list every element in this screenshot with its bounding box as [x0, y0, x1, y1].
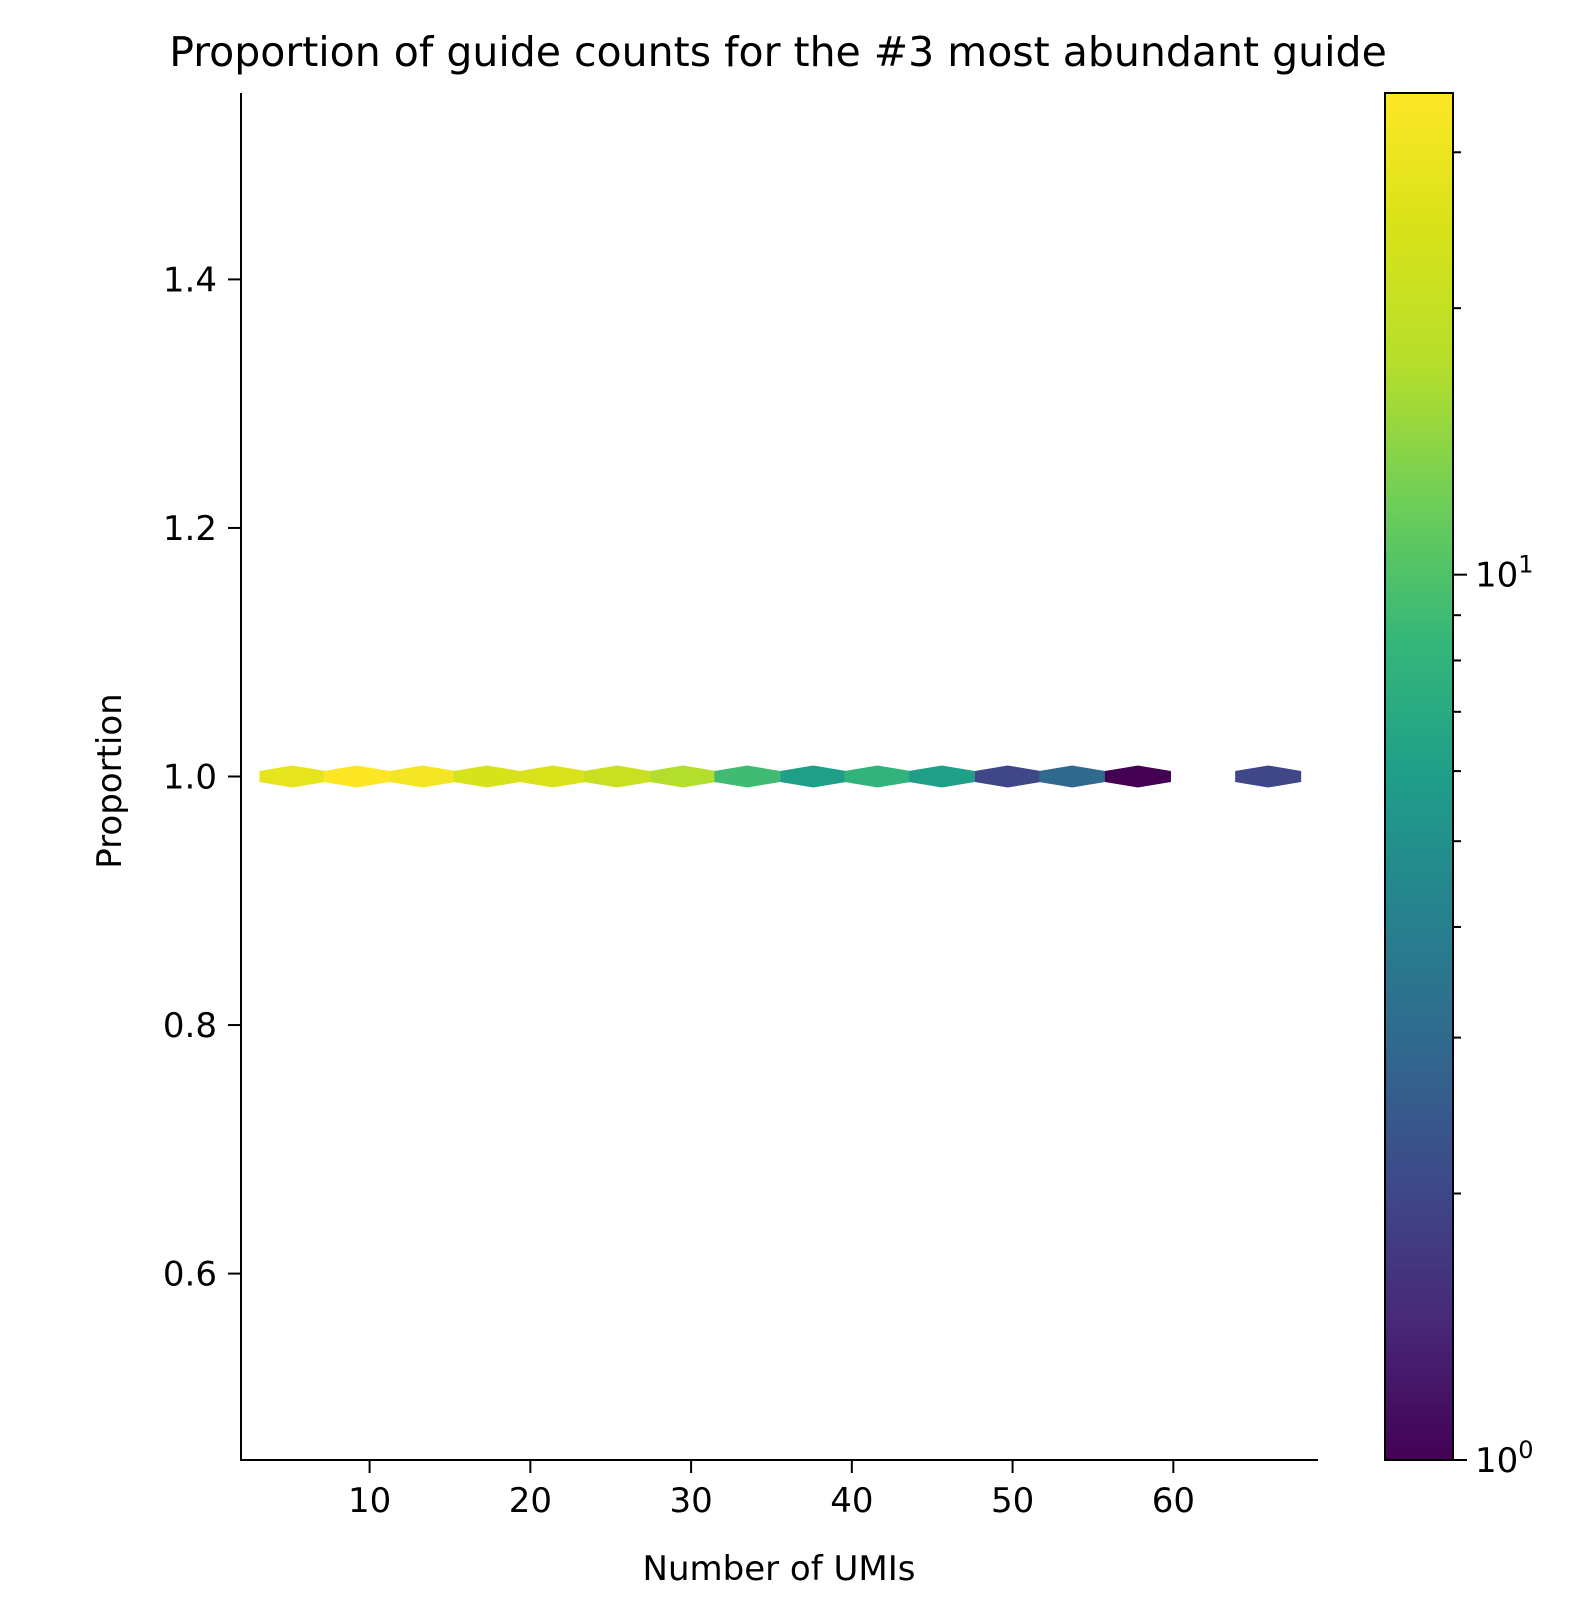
hex-bin-14 — [1235, 765, 1302, 788]
y-tick-label: 1.2 — [163, 509, 217, 549]
colorbar-tick-label: 101 — [1475, 551, 1534, 596]
x-tick-label: 30 — [669, 1481, 712, 1521]
hex-bin-7 — [714, 765, 781, 788]
y-axis-label: Proportion — [90, 693, 130, 868]
x-tick-label: 20 — [509, 1481, 552, 1521]
hex-bin-0 — [259, 765, 326, 788]
colorbar-ticks: 100 101 — [1453, 151, 1534, 1481]
x-tick-label: 50 — [991, 1481, 1034, 1521]
y-tick-label: 0.6 — [163, 1255, 217, 1295]
colorbar-tick-label: 100 — [1475, 1436, 1534, 1481]
colorbar-gradient — [1384, 92, 1454, 1461]
x-tick-label: 60 — [1152, 1481, 1195, 1521]
hex-bin-3 — [453, 765, 520, 788]
x-axis-label: Number of UMIs — [643, 1549, 916, 1589]
hexbin-cells — [259, 765, 1302, 788]
hex-bin-1 — [323, 765, 390, 788]
y-tick-label: 0.8 — [163, 1006, 217, 1046]
x-tick-label: 40 — [830, 1481, 873, 1521]
chart-title: Proportion of guide counts for the #3 mo… — [169, 28, 1387, 76]
hex-bin-8 — [780, 765, 847, 788]
hex-bin-4 — [519, 765, 586, 788]
axes: 10 20 30 40 50 60 0.6 0.8 1.0 1.2 1.4 — [163, 93, 1318, 1521]
hex-bin-11 — [974, 765, 1041, 788]
y-tick-label: 1.4 — [163, 260, 217, 300]
y-ticks: 0.6 0.8 1.0 1.2 1.4 — [163, 260, 241, 1295]
hex-bin-13 — [1104, 765, 1171, 788]
hex-bin-10 — [908, 765, 975, 788]
hex-bin-5 — [584, 765, 651, 788]
hex-bin-2 — [389, 765, 456, 788]
y-tick-label: 1.0 — [163, 758, 217, 798]
hex-bin-6 — [650, 765, 717, 788]
x-tick-label: 10 — [348, 1481, 391, 1521]
colorbar: 100 101 — [1384, 92, 1534, 1481]
hex-bin-12 — [1039, 765, 1106, 788]
hex-bin-9 — [844, 765, 911, 788]
x-ticks: 10 20 30 40 50 60 — [348, 1460, 1195, 1521]
